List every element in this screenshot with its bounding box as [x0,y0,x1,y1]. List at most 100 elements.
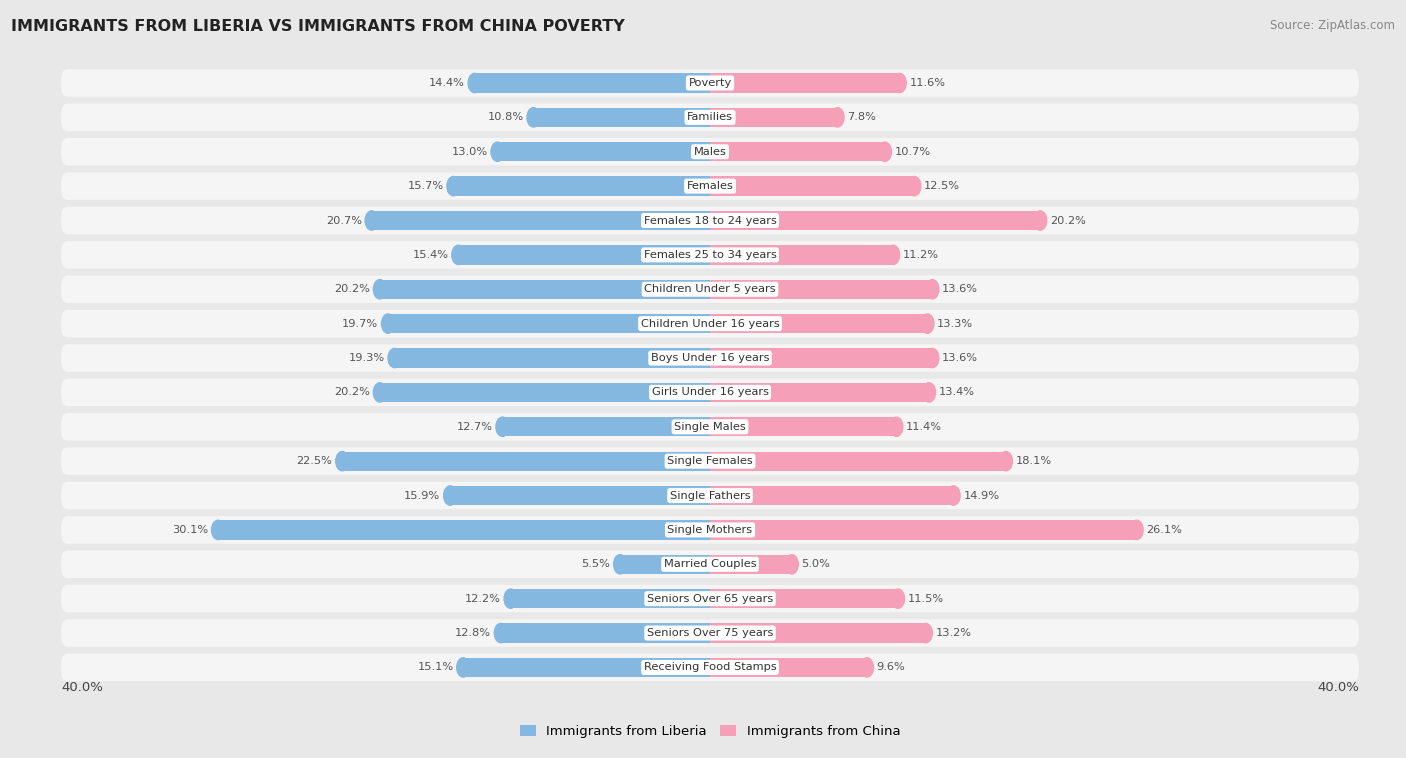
FancyBboxPatch shape [60,310,1360,337]
Bar [380,280,710,299]
Text: Females: Females [686,181,734,191]
Bar [498,142,710,161]
Text: Girls Under 16 years: Girls Under 16 years [651,387,769,397]
Bar [342,452,710,471]
Ellipse shape [1000,452,1012,471]
Text: 12.5%: 12.5% [924,181,960,191]
Ellipse shape [496,417,509,437]
Bar [502,417,710,437]
FancyBboxPatch shape [60,447,1360,475]
Text: 20.7%: 20.7% [326,215,361,225]
Bar [710,349,932,368]
Text: Single Males: Single Males [673,421,747,432]
Bar [710,623,925,643]
FancyBboxPatch shape [60,104,1360,131]
Bar [388,314,710,334]
Bar [395,349,710,368]
Text: Families: Families [688,112,733,122]
Ellipse shape [381,314,395,334]
FancyBboxPatch shape [60,585,1360,612]
Text: 15.4%: 15.4% [412,250,449,260]
Ellipse shape [908,177,921,196]
Text: 9.6%: 9.6% [877,662,905,672]
Bar [458,246,710,265]
Text: 20.2%: 20.2% [1050,215,1085,225]
Bar [450,486,710,505]
Legend: Immigrants from Liberia, Immigrants from China: Immigrants from Liberia, Immigrants from… [515,719,905,743]
Ellipse shape [447,177,460,196]
Text: 14.4%: 14.4% [429,78,465,88]
Bar [710,108,838,127]
Ellipse shape [922,383,935,402]
Text: 5.0%: 5.0% [801,559,831,569]
Ellipse shape [891,589,904,609]
Bar [710,142,884,161]
Bar [710,520,1136,540]
FancyBboxPatch shape [60,241,1360,268]
FancyBboxPatch shape [60,413,1360,440]
FancyBboxPatch shape [60,172,1360,200]
Bar [710,314,928,334]
Ellipse shape [374,280,387,299]
Ellipse shape [860,658,873,677]
Text: 12.2%: 12.2% [465,594,501,603]
Text: IMMIGRANTS FROM LIBERIA VS IMMIGRANTS FROM CHINA POVERTY: IMMIGRANTS FROM LIBERIA VS IMMIGRANTS FR… [11,19,626,34]
Ellipse shape [925,349,939,368]
Bar [710,555,792,574]
Bar [710,280,932,299]
Text: 7.8%: 7.8% [848,112,876,122]
Ellipse shape [613,555,627,574]
Text: 20.2%: 20.2% [335,387,370,397]
Text: 10.8%: 10.8% [488,112,523,122]
FancyBboxPatch shape [60,69,1360,97]
FancyBboxPatch shape [60,482,1360,509]
Ellipse shape [366,211,378,230]
Text: 15.9%: 15.9% [404,490,440,500]
FancyBboxPatch shape [60,550,1360,578]
Ellipse shape [887,246,900,265]
Text: 40.0%: 40.0% [1317,681,1360,694]
Text: 15.1%: 15.1% [418,662,453,672]
Bar [710,383,929,402]
FancyBboxPatch shape [60,379,1360,406]
Bar [371,211,710,230]
Text: 30.1%: 30.1% [172,525,208,535]
Text: Females 18 to 24 years: Females 18 to 24 years [644,215,776,225]
Ellipse shape [921,314,934,334]
Bar [380,383,710,402]
Text: 12.7%: 12.7% [457,421,492,432]
Text: 5.5%: 5.5% [582,559,610,569]
Ellipse shape [457,658,470,677]
Ellipse shape [336,452,349,471]
Text: 15.7%: 15.7% [408,181,444,191]
Bar [453,177,710,196]
Ellipse shape [505,589,517,609]
Bar [620,555,710,574]
FancyBboxPatch shape [60,344,1360,371]
Bar [710,211,1040,230]
Text: 13.2%: 13.2% [935,628,972,638]
Text: Source: ZipAtlas.com: Source: ZipAtlas.com [1270,19,1395,32]
Ellipse shape [451,246,465,265]
Text: Boys Under 16 years: Boys Under 16 years [651,353,769,363]
Text: 13.6%: 13.6% [942,353,979,363]
Ellipse shape [495,623,508,643]
Text: 19.3%: 19.3% [349,353,385,363]
Bar [501,623,710,643]
Text: 11.4%: 11.4% [905,421,942,432]
Bar [710,658,868,677]
Bar [463,658,710,677]
Text: 10.7%: 10.7% [894,147,931,157]
Bar [710,486,953,505]
Ellipse shape [920,623,932,643]
Text: Males: Males [693,147,727,157]
FancyBboxPatch shape [60,516,1360,543]
Ellipse shape [468,74,481,92]
Ellipse shape [1033,211,1046,230]
Bar [710,177,914,196]
FancyBboxPatch shape [60,138,1360,165]
Text: Receiving Food Stamps: Receiving Food Stamps [644,662,776,672]
Ellipse shape [925,280,939,299]
Bar [710,417,897,437]
FancyBboxPatch shape [60,653,1360,681]
